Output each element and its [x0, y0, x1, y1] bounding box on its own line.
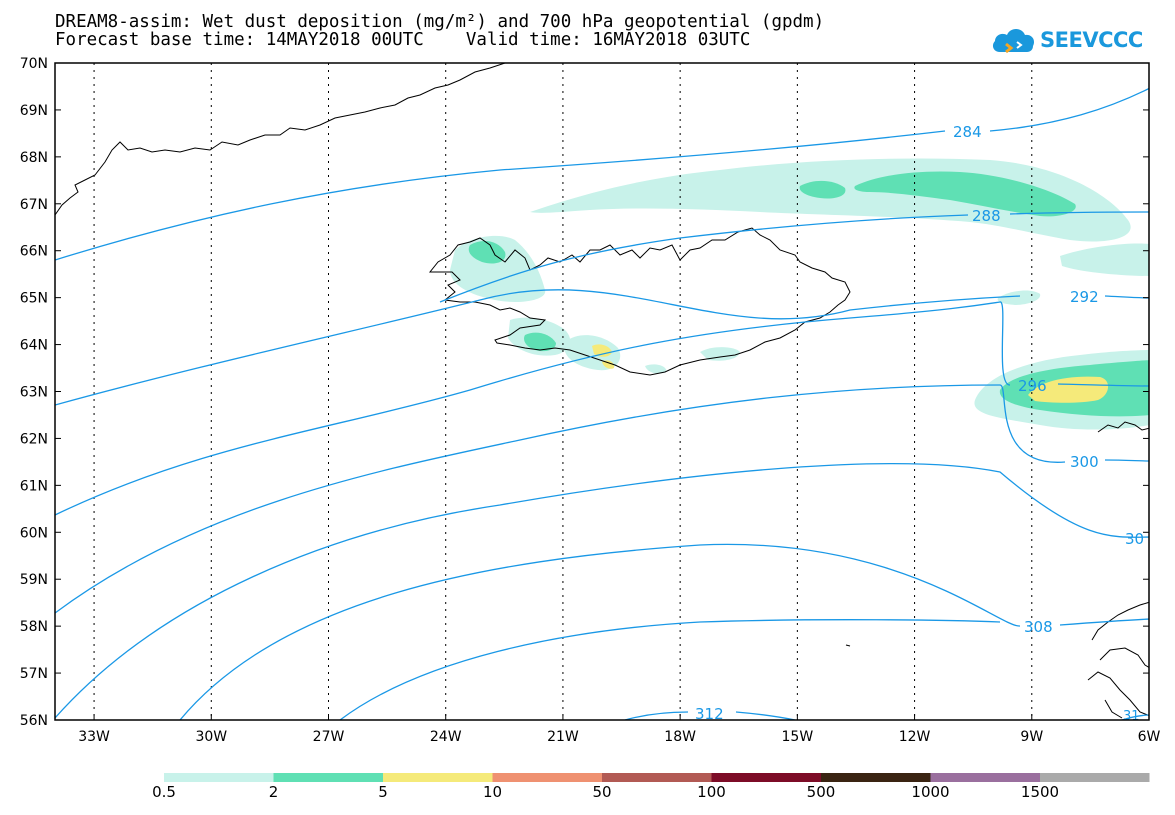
map-gridlines — [93, 63, 1033, 720]
contour-line-308 — [179, 543, 1149, 720]
contour-line-296 — [55, 301, 1149, 516]
contour-line-304 — [55, 463, 1149, 719]
lon-label: 15W — [782, 729, 814, 745]
dust-area-north-east-2 — [854, 171, 1076, 217]
lat-label: 66N — [20, 244, 48, 260]
map-subtitle: Forecast base time: 14MAY2018 00UTC Vali… — [55, 30, 751, 50]
contour-label-316: 31 — [1123, 709, 1140, 724]
lat-label: 59N — [20, 572, 48, 588]
cloud-icon — [992, 29, 1035, 54]
contour-line-312 — [339, 619, 1001, 720]
legend-label: 500 — [807, 783, 836, 801]
contour-label-group: 284 288 292 296 300 30 308 312 31 — [695, 123, 1144, 724]
lat-label: 65N — [20, 291, 48, 307]
contour-label-296: 296 — [1018, 377, 1047, 395]
contour-label-292: 292 — [1070, 288, 1099, 306]
geopotential-contours — [55, 87, 1149, 720]
dust-area-iceland-nw-2 — [468, 240, 506, 264]
coastline-iceland — [428, 227, 851, 376]
lat-label: 63N — [20, 385, 48, 401]
contour-label-284: 284 — [953, 123, 982, 141]
dust-area-iceland-w-2 — [524, 332, 556, 352]
lon-label: 6W — [1138, 729, 1161, 745]
lat-label: 57N — [20, 666, 48, 682]
contour-label-304: 30 — [1125, 530, 1144, 548]
legend-label: 0.5 — [152, 783, 176, 801]
lon-label: 24W — [430, 729, 462, 745]
lon-label: 21W — [547, 729, 579, 745]
contour-line-288 — [439, 211, 1149, 303]
contour-label-300: 300 — [1070, 453, 1099, 471]
legend-swatch — [492, 773, 602, 782]
legend-label: 10 — [483, 783, 502, 801]
coastline-faroe — [1097, 421, 1149, 433]
legend-label: 1500 — [1021, 783, 1059, 801]
latitude-axis: 70N 69N 68N 67N 66N 65N 64N 63N 62N 61N 60N 59N 58N 5… — [20, 56, 1149, 729]
lon-label: 30W — [195, 729, 227, 745]
contour-line-300 — [55, 384, 1149, 614]
color-legend: 0.5 2 5 10 50 100 500 1000 1500 — [152, 773, 1150, 801]
dust-area-iceland-s-3 — [602, 360, 615, 369]
lat-label: 62N — [20, 431, 48, 447]
dust-deposition-fill — [450, 158, 1149, 430]
contour-label-308: 308 — [1024, 618, 1053, 636]
legend-swatch — [273, 773, 383, 782]
lat-label: 56N — [20, 713, 48, 729]
lat-label: 58N — [20, 619, 48, 635]
lat-label: 64N — [20, 338, 48, 354]
legend-swatch — [164, 773, 274, 782]
contour-line-284 — [55, 87, 1149, 261]
legend-swatch — [602, 773, 712, 782]
coastline-scotland — [1087, 601, 1149, 719]
dust-area-east — [1060, 243, 1149, 276]
legend-label: 100 — [697, 783, 726, 801]
legend-label: 5 — [378, 783, 388, 801]
seevccc-logo: SEEVCCC — [990, 20, 1143, 60]
contour-label-312: 312 — [695, 705, 724, 723]
lon-label: 12W — [899, 729, 931, 745]
legend-label: 1000 — [911, 783, 949, 801]
legend-swatch — [711, 773, 821, 782]
legend-swatch — [383, 773, 493, 782]
coastline-greenland — [55, 63, 506, 216]
lat-label: 60N — [20, 525, 48, 541]
legend-swatch — [821, 773, 931, 782]
legend-swatch — [930, 773, 1040, 782]
lat-label: 70N — [20, 56, 48, 72]
lat-label: 69N — [20, 103, 48, 119]
lat-label: 68N — [20, 150, 48, 166]
lon-label: 33W — [78, 729, 110, 745]
longitude-axis: 33W 30W 27W 24W 21W 18W 15W 12W 9W 6W — [78, 714, 1161, 745]
legend-label: 50 — [592, 783, 611, 801]
lat-label: 67N — [20, 197, 48, 213]
coastline-islet — [845, 644, 851, 647]
dust-area-faroe — [997, 290, 1041, 305]
map-title: DREAM8-assim: Wet dust deposition (mg/m²… — [55, 12, 825, 32]
dust-area-south-east-3 — [1028, 376, 1109, 403]
contour-label-288: 288 — [972, 207, 1001, 225]
contour-line-312-south — [624, 711, 796, 720]
dust-area-iceland-se — [700, 347, 740, 361]
dust-area-north-east-3 — [799, 180, 846, 199]
lat-label: 61N — [20, 478, 48, 494]
legend-swatch — [1040, 773, 1150, 782]
lon-label: 9W — [1020, 729, 1043, 745]
lon-label: 18W — [664, 729, 696, 745]
legend-label: 2 — [269, 783, 279, 801]
coastlines — [55, 63, 1149, 719]
lon-label: 27W — [313, 729, 345, 745]
logo-text: SEEVCCC — [1040, 28, 1143, 52]
dust-area-iceland-se-2 — [645, 364, 667, 374]
